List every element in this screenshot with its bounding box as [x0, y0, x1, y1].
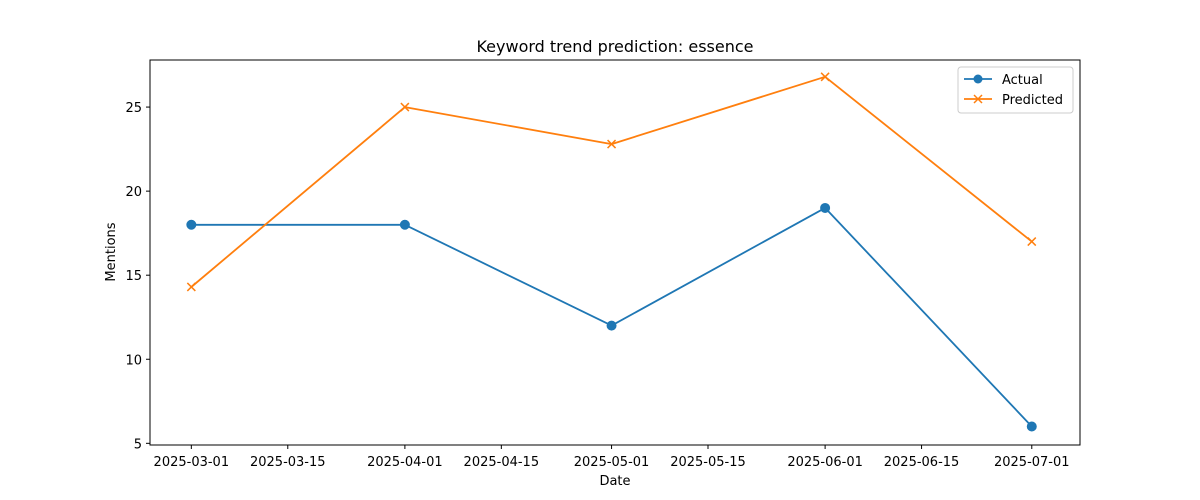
x-tick-label: 2025-03-15 [250, 455, 326, 470]
data-point-predicted [1027, 237, 1037, 247]
data-point-actual [606, 320, 617, 331]
data-point-actual [399, 219, 410, 230]
data-point-actual [1026, 421, 1037, 432]
plot-area [186, 72, 1037, 432]
x-tick-label: 2025-05-01 [574, 455, 650, 470]
data-point-predicted [820, 72, 830, 82]
x-tick-label: 2025-06-15 [884, 455, 960, 470]
chart-title: Keyword trend prediction: essence [476, 37, 753, 56]
y-tick-label: 20 [125, 185, 142, 200]
legend: Actual Predicted [957, 66, 1074, 114]
data-point-predicted [400, 102, 410, 112]
x-tick-label: 2025-06-01 [787, 455, 863, 470]
x-tick-label: 2025-05-15 [670, 455, 746, 470]
y-tick-label: 25 [125, 101, 142, 116]
series-line-predicted [190, 75, 1033, 288]
y-tick-label: 15 [125, 269, 142, 284]
axes-frame [149, 59, 1081, 446]
x-tick-label: 2025-03-01 [154, 455, 230, 470]
legend-entry-predicted: Predicted [964, 93, 1063, 108]
data-point-predicted [186, 282, 196, 292]
x-tick-label: 2025-07-01 [994, 455, 1070, 470]
legend-label: Predicted [1002, 93, 1063, 108]
y-tick-label: 5 [134, 437, 142, 452]
series-line-actual [191, 206, 1033, 428]
legend-entry-actual: Actual [964, 73, 1043, 88]
x-tick-label: 2025-04-15 [464, 455, 540, 470]
legend-label: Actual [1002, 73, 1043, 88]
axes: 2025-03-01 2025-03-15 2025-04-01 2025-04-15… [125, 59, 1081, 470]
legend-marker [973, 74, 983, 84]
data-point-actual [186, 219, 197, 230]
y-axis-label: Mentions [104, 222, 119, 281]
y-tick-label: 10 [125, 353, 142, 368]
data-point-actual [820, 202, 831, 213]
data-point-predicted [607, 139, 617, 149]
x-axis-label: Date [599, 474, 630, 489]
x-tick-label: 2025-04-01 [367, 455, 443, 470]
